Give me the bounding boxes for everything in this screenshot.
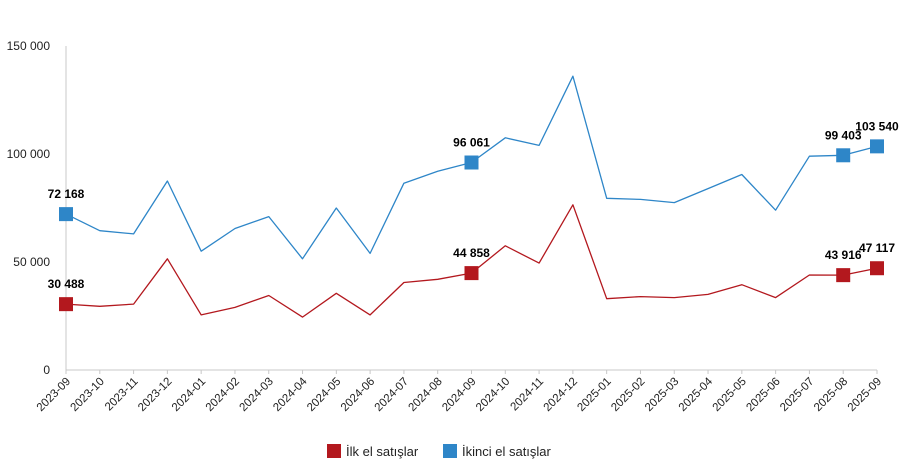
data-point-marker xyxy=(870,139,884,154)
x-tick-label: 2024-10 xyxy=(474,376,512,414)
data-label: 99 403 xyxy=(825,128,862,142)
legend-swatch xyxy=(327,444,341,458)
data-label: 72 168 xyxy=(48,187,85,201)
x-tick-label: 2023-12 xyxy=(136,376,174,414)
x-tick-label: 2025-09 xyxy=(846,376,884,414)
legend-label: İkinci el satışlar xyxy=(462,444,552,459)
x-tick-label: 2025-07 xyxy=(778,376,816,414)
x-tick-label: 2024-07 xyxy=(373,376,411,414)
x-tick-label: 2024-09 xyxy=(440,376,478,414)
legend: İlk el satışlar İkinci el satışlar xyxy=(327,444,552,459)
legend-label: İlk el satışlar xyxy=(346,444,419,459)
x-tick-label: 2024-08 xyxy=(406,376,444,414)
y-tick-label: 150 000 xyxy=(7,39,51,53)
x-tick-label: 2024-03 xyxy=(238,376,276,414)
data-point-marker xyxy=(464,155,479,170)
data-point-marker xyxy=(836,268,851,283)
data-point-marker xyxy=(836,148,851,163)
y-tick-label: 100 000 xyxy=(7,147,51,161)
data-label: 47 117 xyxy=(859,241,895,255)
data-label: 43 916 xyxy=(825,248,862,262)
data-point-marker xyxy=(59,207,73,222)
x-tick-label: 2024-01 xyxy=(170,376,208,414)
x-axis: 2023-092023-102023-112023-122024-012024-… xyxy=(35,369,884,414)
y-tick-label: 50 000 xyxy=(13,255,50,269)
x-tick-label: 2024-11 xyxy=(508,376,546,414)
x-tick-label: 2023-09 xyxy=(35,376,73,414)
series-lines xyxy=(59,75,884,318)
x-tick-label: 2025-04 xyxy=(677,375,716,414)
data-point-marker xyxy=(870,261,884,276)
x-tick-label: 2024-02 xyxy=(204,376,242,414)
x-tick-label: 2024-12 xyxy=(542,376,580,414)
x-tick-label: 2024-04 xyxy=(271,375,310,414)
x-tick-label: 2025-05 xyxy=(711,376,749,414)
legend-swatch xyxy=(443,444,457,458)
x-tick-label: 2025-08 xyxy=(812,376,850,414)
y-axis: 0 50 000 100 000 150 000 xyxy=(7,39,67,377)
x-tick-label: 2024-06 xyxy=(339,376,377,414)
x-tick-label: 2025-02 xyxy=(609,376,647,414)
data-label: 44 858 xyxy=(453,246,490,260)
data-label: 103 540 xyxy=(855,119,899,133)
data-label: 30 488 xyxy=(48,277,85,291)
x-tick-label: 2025-03 xyxy=(643,376,681,414)
x-tick-label: 2023-11 xyxy=(103,376,141,414)
data-label: 96 061 xyxy=(453,136,490,150)
data-point-marker xyxy=(59,297,73,312)
x-tick-label: 2024-05 xyxy=(305,376,343,414)
x-tick-label: 2025-01 xyxy=(575,376,613,414)
y-tick-label: 0 xyxy=(43,363,50,377)
data-point-marker xyxy=(464,266,479,281)
x-tick-label: 2023-10 xyxy=(69,376,107,414)
x-tick-label: 2025-06 xyxy=(744,376,782,414)
